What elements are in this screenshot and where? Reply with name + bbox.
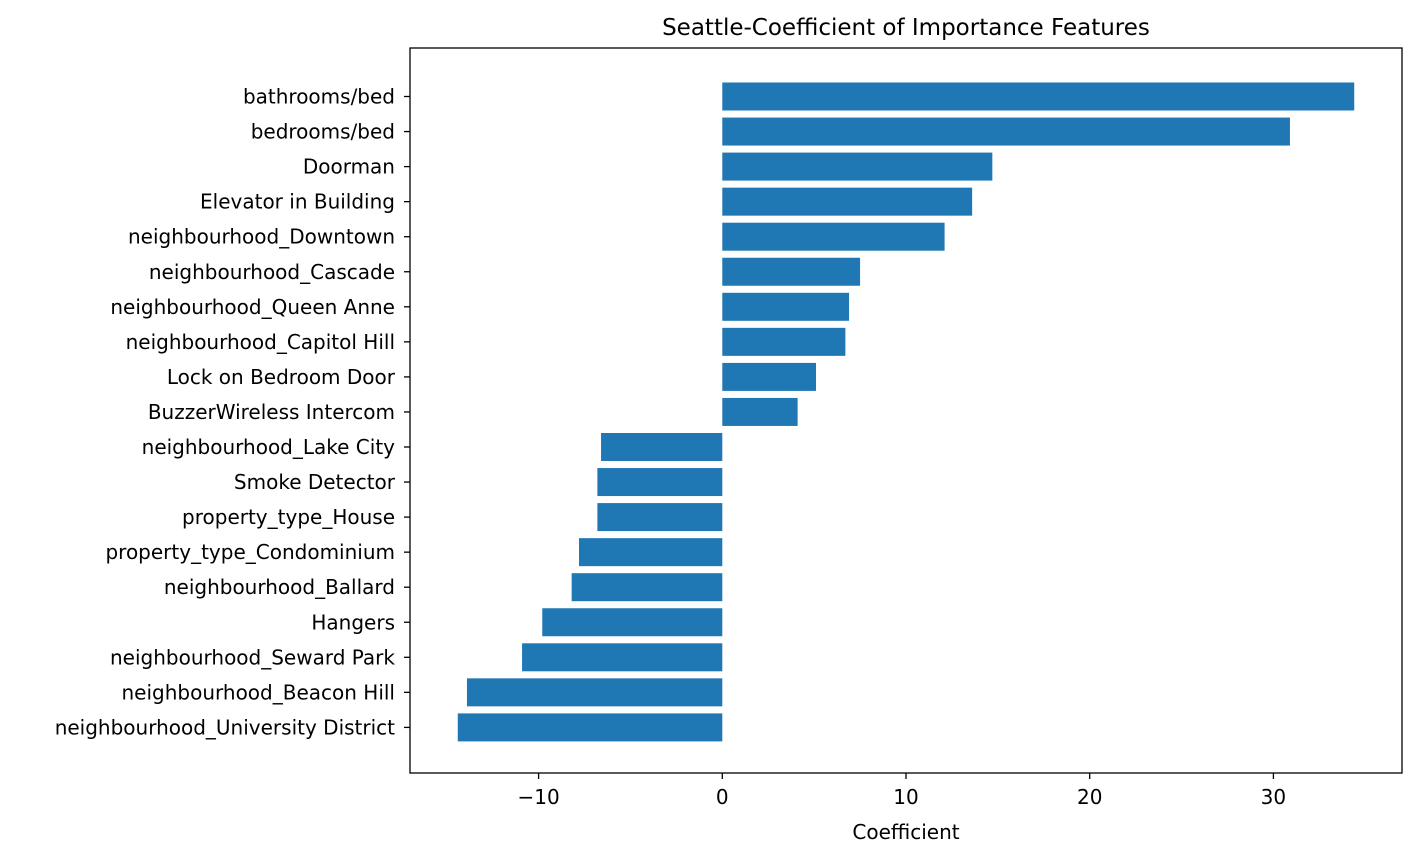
y-tick-label: neighbourhood_Queen Anne: [110, 295, 395, 319]
bar: [457, 713, 723, 742]
chart-title: Seattle-Coefficient of Importance Featur…: [662, 15, 1150, 41]
bars-layer: [457, 82, 1355, 742]
y-tick-label: neighbourhood_Ballard: [164, 575, 395, 599]
y-tick-label: property_type_House: [182, 505, 395, 529]
bar: [722, 257, 861, 286]
y-tick-label: neighbourhood_Cascade: [149, 260, 395, 284]
bar: [571, 573, 723, 602]
x-tick-label: 20: [1077, 785, 1102, 809]
bar: [597, 503, 723, 532]
y-tick-label: neighbourhood_Capitol Hill: [126, 330, 395, 354]
y-tick-label: Elevator in Building: [200, 190, 395, 214]
y-tick-label: neighbourhood_Beacon Hill: [122, 680, 396, 704]
bar: [722, 82, 1355, 111]
bar: [601, 433, 723, 461]
y-tick-label: bedrooms/bed: [251, 120, 395, 144]
x-tick-label: 30: [1261, 785, 1286, 809]
y-tick-label: property_type_Condominium: [105, 540, 395, 564]
x-tick-label: 0: [716, 785, 729, 809]
y-tick-label: neighbourhood_Seward Park: [110, 645, 395, 669]
y-axis-ticks: bathrooms/bed bedrooms/bed Doorman Elevator…: [55, 85, 410, 739]
x-axis-ticks: −10 0 10 20 30: [517, 773, 1286, 809]
x-tick-label: −10: [517, 785, 559, 809]
bar: [466, 678, 723, 707]
bar: [722, 292, 850, 321]
y-tick-label: Smoke Detector: [234, 470, 396, 494]
bar: [522, 643, 723, 672]
y-tick-label: Hangers: [311, 610, 395, 634]
y-tick-label: neighbourhood_University District: [55, 715, 395, 739]
x-tick-label: 10: [893, 785, 918, 809]
y-tick-label: neighbourhood_Lake City: [142, 435, 396, 459]
bar: [722, 187, 973, 216]
bar: [722, 117, 1290, 146]
bar: [722, 152, 993, 181]
x-axis-label: Coefficient: [852, 820, 959, 844]
bar: [722, 397, 798, 426]
bar: [579, 538, 723, 567]
bar: [722, 222, 945, 251]
y-tick-label: neighbourhood_Downtown: [128, 225, 395, 249]
bar: [722, 327, 846, 356]
bar: [542, 608, 723, 637]
plot-frame: [409, 47, 1403, 774]
bar: [597, 468, 723, 497]
y-tick-label: Doorman: [303, 155, 395, 179]
y-tick-label: Lock on Bedroom Door: [167, 365, 396, 389]
y-tick-label: bathrooms/bed: [243, 85, 395, 109]
bar: [722, 362, 816, 391]
y-tick-label: BuzzerWireless Intercom: [148, 400, 395, 424]
